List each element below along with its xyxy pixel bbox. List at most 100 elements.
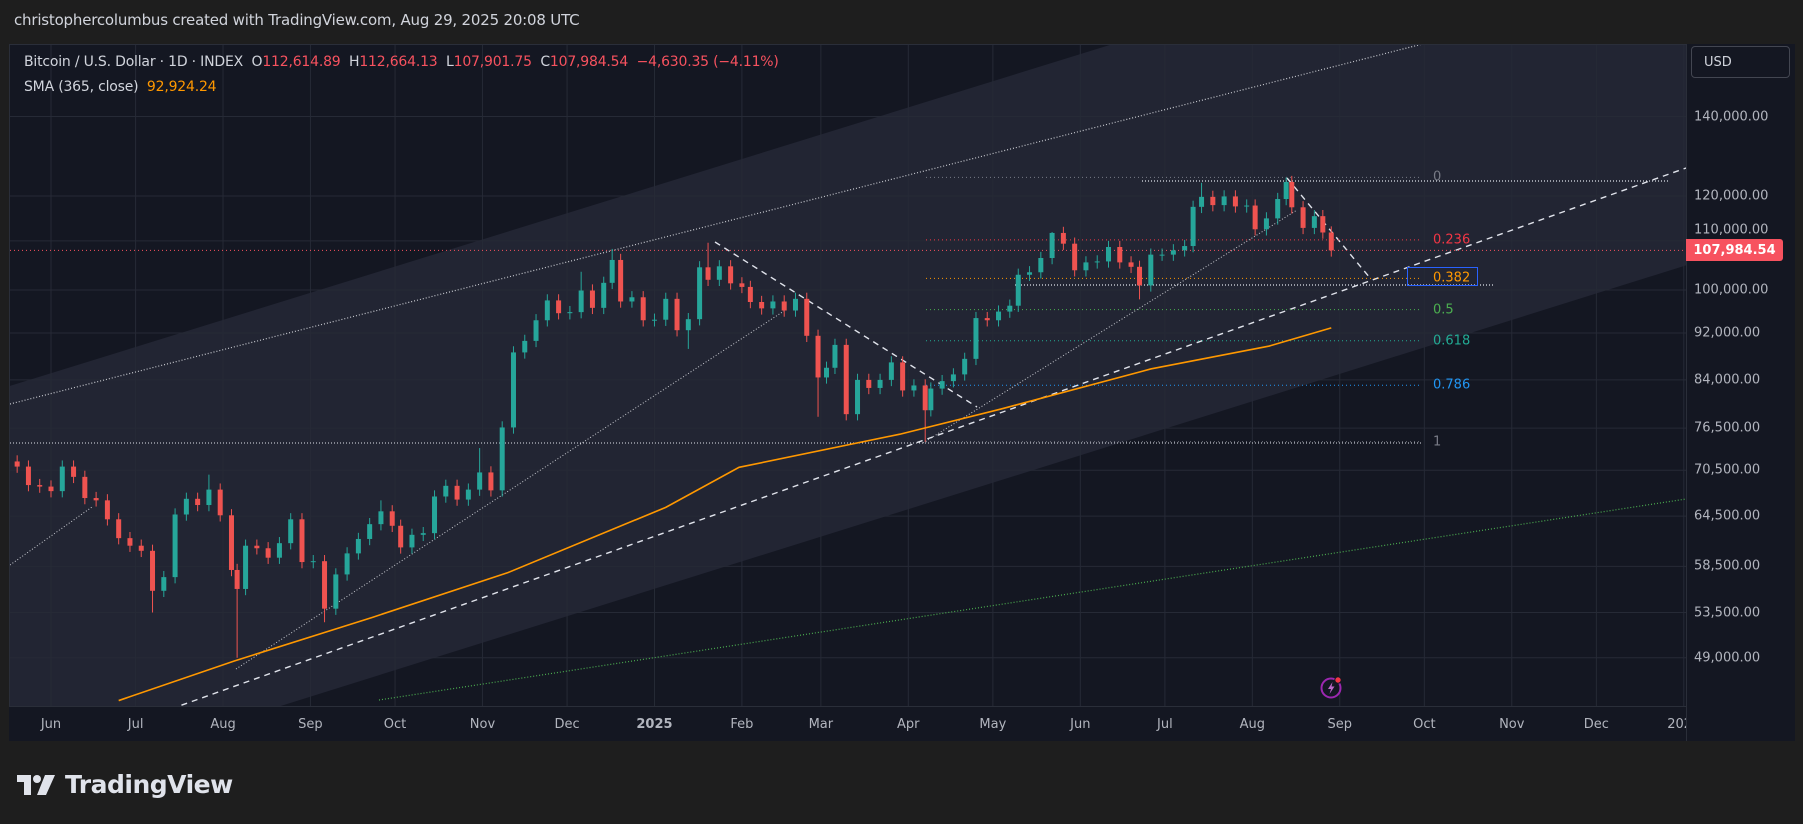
symbol-title[interactable]: Bitcoin / U.S. Dollar · 1D · INDEX: [24, 54, 243, 70]
candle: [533, 314, 539, 348]
open-value: 112,614.89: [262, 54, 341, 70]
candle: [739, 277, 745, 294]
candle: [939, 374, 945, 395]
fib-level-label: 0.786: [1433, 377, 1471, 393]
candle-body: [443, 485, 449, 497]
close-prefix: C: [540, 54, 550, 70]
candle: [962, 352, 968, 381]
candle-body: [488, 472, 494, 491]
candle: [420, 527, 426, 542]
candle-body: [1328, 232, 1334, 251]
candle: [217, 483, 223, 522]
candle: [150, 544, 156, 613]
low-value: 107,901.75: [453, 54, 532, 70]
candle-body: [1275, 199, 1281, 219]
candle: [172, 508, 178, 584]
candle-body: [1289, 182, 1295, 208]
candle: [25, 460, 31, 492]
candle-body: [234, 569, 240, 589]
fib-selected-level-box[interactable]: [1407, 267, 1478, 286]
candle: [1320, 209, 1326, 239]
candle-body: [996, 311, 1002, 321]
candle: [556, 294, 562, 320]
candle-body: [1137, 266, 1143, 286]
high-prefix: H: [349, 54, 360, 70]
candle-body: [866, 379, 872, 388]
time-tick-label: Nov: [469, 717, 496, 732]
candle-body: [640, 297, 646, 321]
candle-body: [1210, 196, 1216, 206]
candle-body: [138, 545, 144, 551]
candle-body: [1094, 261, 1100, 263]
candle-body: [127, 538, 133, 546]
price-tick-label: 84,000.00: [1694, 372, 1761, 388]
candle: [973, 311, 979, 366]
candle: [855, 373, 861, 421]
candle-body: [1128, 262, 1134, 267]
candle-body: [116, 519, 122, 539]
candle-body: [855, 379, 861, 415]
candle-body: [609, 259, 615, 283]
candle: [1182, 239, 1188, 257]
candle-body: [939, 381, 945, 389]
candle: [276, 537, 282, 564]
candle-body: [217, 489, 223, 516]
candle-body: [1232, 196, 1238, 207]
candle-body: [499, 427, 505, 491]
candle-body: [601, 282, 607, 308]
candle: [601, 276, 607, 315]
change-value: −4,630.35 (−4.11%): [636, 54, 779, 70]
candle-body: [104, 500, 110, 520]
candle-body: [93, 498, 99, 501]
price-axis[interactable]: [1686, 44, 1795, 741]
candle: [510, 346, 516, 434]
candle-body: [409, 534, 415, 548]
candle: [747, 280, 753, 309]
fib-level-label: 0.5: [1433, 302, 1454, 318]
candle-body: [243, 545, 249, 589]
candle: [1117, 240, 1123, 269]
candle: [14, 455, 20, 473]
candle: [1252, 199, 1258, 236]
candle: [685, 313, 691, 349]
candle-body: [344, 553, 350, 575]
currency-button[interactable]: USD: [1691, 46, 1790, 78]
candle-body: [578, 290, 584, 313]
tradingview-logo[interactable]: TradingView: [17, 770, 233, 799]
symbol-ohlc-row: Bitcoin / U.S. Dollar · 1D · INDEX O112,…: [24, 50, 779, 75]
candle-body: [477, 472, 483, 490]
candle: [609, 248, 615, 290]
candle: [443, 479, 449, 503]
candle-body: [1148, 254, 1154, 286]
candle-body: [629, 297, 635, 302]
candle: [1083, 256, 1089, 277]
candle-body: [533, 320, 539, 341]
candle: [104, 494, 110, 526]
candle-body: [454, 485, 460, 500]
candle-body: [432, 496, 438, 534]
fib-level-label: 0.236: [1433, 232, 1471, 248]
candle-body: [1311, 216, 1317, 228]
candle: [888, 356, 894, 387]
candle-body: [1159, 254, 1165, 256]
candle: [71, 460, 77, 484]
candle-body: [195, 498, 201, 506]
candle: [398, 519, 404, 554]
candle-body: [1038, 258, 1044, 273]
chart-legend: Bitcoin / U.S. Dollar · 1D · INDEX O112,…: [24, 50, 779, 100]
candle: [1328, 226, 1334, 257]
lightning-icon[interactable]: [1319, 675, 1343, 699]
sma-365-line: [118, 327, 1332, 702]
candle: [804, 292, 810, 343]
drawings: [10, 45, 1686, 706]
candle: [1038, 251, 1044, 279]
candle-body: [877, 379, 883, 388]
time-axis[interactable]: Jun Jul Aug Sep Oct Nov Dec 2025 Feb Mar Apr May Jun…: [9, 706, 1686, 741]
sma-label[interactable]: SMA (365, close): [24, 79, 139, 95]
candle-body: [618, 259, 624, 302]
candle: [1060, 226, 1066, 250]
candle-body: [228, 515, 234, 570]
candle-body: [1252, 205, 1258, 230]
candle-body: [1072, 243, 1078, 271]
